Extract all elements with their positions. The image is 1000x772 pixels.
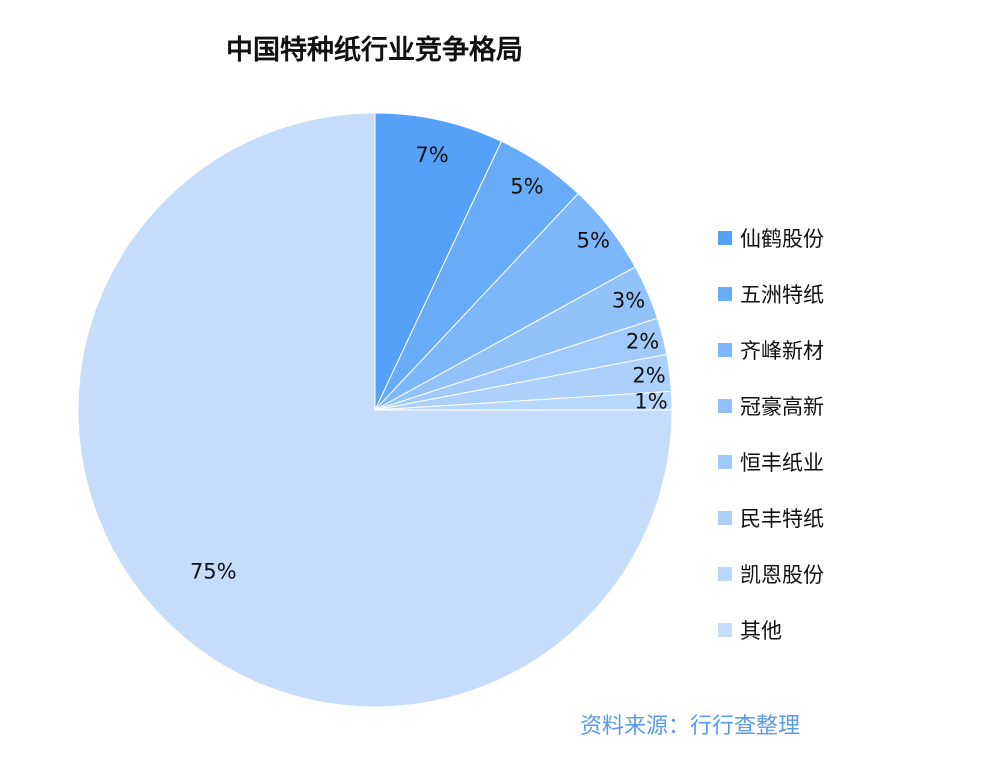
pie-slice-labels: 7%5%5%3%2%2%1%75% bbox=[190, 143, 668, 584]
slice-label-7: 1% bbox=[634, 389, 667, 413]
legend-item: 恒丰纸业 bbox=[718, 434, 824, 490]
legend-item: 民丰特纸 bbox=[718, 490, 824, 546]
slice-label-5: 2% bbox=[626, 329, 659, 353]
legend-item: 其他 bbox=[718, 602, 824, 658]
slice-label-6: 2% bbox=[632, 363, 665, 387]
slice-label-8: 75% bbox=[190, 560, 237, 584]
legend-item: 五洲特纸 bbox=[718, 266, 824, 322]
legend-label: 冠豪高新 bbox=[740, 395, 824, 419]
legend-swatch bbox=[718, 343, 732, 357]
legend-item: 冠豪高新 bbox=[718, 378, 824, 434]
legend: 仙鹤股份五洲特纸齐峰新材冠豪高新恒丰纸业民丰特纸凯恩股份其他 bbox=[718, 210, 824, 658]
legend-label: 五洲特纸 bbox=[740, 283, 824, 307]
legend-label: 恒丰纸业 bbox=[740, 451, 824, 475]
legend-item: 齐峰新材 bbox=[718, 322, 824, 378]
slice-label-1: 7% bbox=[415, 143, 448, 167]
legend-swatch bbox=[718, 623, 732, 637]
legend-label: 其他 bbox=[740, 619, 782, 643]
pie-slice-1 bbox=[374, 112, 503, 411]
legend-swatch bbox=[718, 511, 732, 525]
legend-label: 凯恩股份 bbox=[740, 563, 824, 587]
slice-label-2: 5% bbox=[510, 174, 543, 198]
legend-item: 凯恩股份 bbox=[718, 546, 824, 602]
pie-slices bbox=[77, 112, 673, 708]
legend-swatch bbox=[718, 399, 732, 413]
slice-label-3: 5% bbox=[577, 229, 610, 253]
chart-title: 中国特种纸行业竞争格局 bbox=[226, 35, 523, 66]
legend-swatch bbox=[718, 567, 732, 581]
slice-label-4: 3% bbox=[612, 288, 645, 312]
legend-label: 民丰特纸 bbox=[740, 507, 824, 531]
legend-item: 仙鹤股份 bbox=[718, 210, 824, 266]
pie-slice-8 bbox=[77, 112, 673, 708]
legend-swatch bbox=[718, 287, 732, 301]
legend-label: 仙鹤股份 bbox=[740, 227, 824, 251]
legend-label: 齐峰新材 bbox=[740, 339, 824, 363]
legend-swatch bbox=[718, 455, 732, 469]
source-note: 资料来源：行行查整理 bbox=[580, 714, 801, 739]
legend-swatch bbox=[718, 231, 732, 245]
